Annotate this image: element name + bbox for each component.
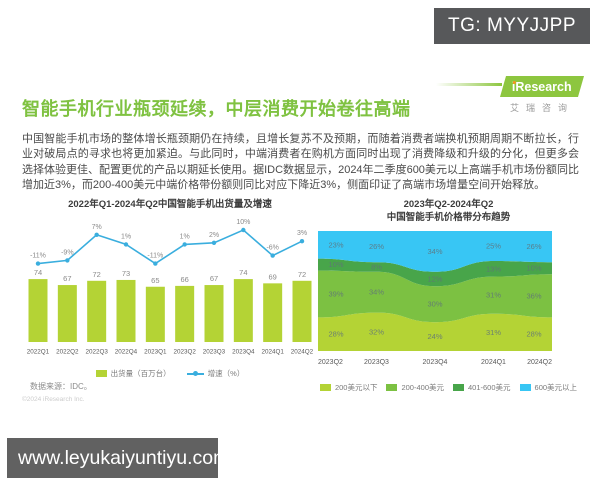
svg-text:2022Q3: 2022Q3 xyxy=(85,349,108,356)
svg-text:1%: 1% xyxy=(121,233,131,240)
price-band-chart-legend: 200美元以下 200-400美元 401-600美元 600美元以上 xyxy=(318,382,579,393)
legend-item: 出货量（百万台） xyxy=(95,368,171,379)
svg-text:67: 67 xyxy=(63,274,71,283)
svg-text:2023Q2: 2023Q2 xyxy=(318,359,343,366)
legend-label: 200美元以下 xyxy=(334,383,378,392)
svg-text:28%: 28% xyxy=(526,330,541,339)
price-band-chart-subtitle: 中国智能手机价格带分布趋势 xyxy=(386,212,511,223)
svg-text:-9%: -9% xyxy=(61,249,73,256)
svg-text:13%: 13% xyxy=(486,264,501,273)
svg-text:-11%: -11% xyxy=(30,253,46,260)
svg-text:65: 65 xyxy=(151,276,159,285)
svg-text:66: 66 xyxy=(180,275,188,284)
svg-text:2023Q4: 2023Q4 xyxy=(423,359,448,366)
charts-row: 2022年Q1-2024年Q2中国智能手机出货量及增速 74 2022Q1 67 20… xyxy=(22,198,579,393)
svg-text:2023Q3: 2023Q3 xyxy=(203,349,226,356)
svg-text:72: 72 xyxy=(298,270,306,279)
legend-label: 出货量（百万台） xyxy=(110,369,171,378)
svg-text:2022Q4: 2022Q4 xyxy=(115,349,138,356)
copyright-note: ©2024 iResearch Inc. xyxy=(22,396,85,403)
logo-band: iResearch xyxy=(499,76,585,97)
svg-text:-6%: -6% xyxy=(266,245,278,252)
svg-text:2%: 2% xyxy=(209,232,219,239)
svg-text:10%: 10% xyxy=(236,219,250,226)
legend-label: 200-400美元 xyxy=(401,383,444,392)
legend-label: 增速（%） xyxy=(207,369,245,378)
svg-text:73: 73 xyxy=(122,269,130,278)
legend-item: 401-600美元 xyxy=(453,382,511,393)
svg-text:2023Q1: 2023Q1 xyxy=(144,349,167,356)
svg-text:23%: 23% xyxy=(328,240,343,249)
svg-text:2022Q2: 2022Q2 xyxy=(56,349,79,356)
legend-swatch-icon xyxy=(519,384,531,391)
svg-text:67: 67 xyxy=(210,274,218,283)
svg-text:2023Q2: 2023Q2 xyxy=(173,349,196,356)
legend-swatch-icon xyxy=(386,384,398,391)
svg-text:69: 69 xyxy=(268,272,276,281)
svg-text:24%: 24% xyxy=(427,332,442,341)
svg-text:1%: 1% xyxy=(180,233,190,240)
shipments-chart-canvas: 74 2022Q1 67 2022Q2 72 2022Q3 73 2022Q4 65 2023Q1… xyxy=(22,214,318,365)
shipments-chart-svg: 74 2022Q1 67 2022Q2 72 2022Q3 73 2022Q4 65 2023Q1… xyxy=(27,219,314,356)
svg-text:10%: 10% xyxy=(526,264,541,273)
svg-text:36%: 36% xyxy=(526,291,541,300)
svg-text:8%: 8% xyxy=(371,263,382,272)
legend-item: 增速（%） xyxy=(186,368,245,379)
svg-text:2022Q1: 2022Q1 xyxy=(27,349,50,356)
price-band-chart-canvas: 28% 32% 24% 31% 28% 39% 34% 30% 31% 36% 10% 8% 12% 13… xyxy=(318,231,579,378)
legend-line-icon xyxy=(186,370,204,378)
svg-text:10%: 10% xyxy=(328,260,343,269)
iresearch-logo: iResearch 艾瑞咨询 xyxy=(499,76,585,114)
legend-item: 200美元以下 xyxy=(319,382,378,393)
telegram-contact-badge: TG: MYYJJPP xyxy=(434,8,590,44)
svg-text:28%: 28% xyxy=(328,330,343,339)
svg-text:72: 72 xyxy=(92,270,100,279)
legend-swatch-icon xyxy=(319,384,331,391)
svg-text:2024Q2: 2024Q2 xyxy=(527,359,552,366)
svg-text:26%: 26% xyxy=(369,242,384,251)
logo-accent-line xyxy=(436,83,502,86)
svg-text:74: 74 xyxy=(34,268,42,277)
legend-swatch-icon xyxy=(453,384,464,391)
svg-text:30%: 30% xyxy=(427,300,442,309)
svg-text:34%: 34% xyxy=(369,288,384,297)
svg-text:26%: 26% xyxy=(526,242,541,251)
logo-subtitle: 艾瑞咨询 xyxy=(509,103,574,113)
shipments-chart: 2022年Q1-2024年Q2中国智能手机出货量及增速 74 2022Q1 67 20… xyxy=(22,198,318,393)
watermark-url: www.leyukaiyuntiyu.com xyxy=(7,438,229,478)
svg-text:32%: 32% xyxy=(369,327,384,336)
legend-swatch-icon xyxy=(95,370,107,377)
logo-rest: Research xyxy=(515,79,572,94)
legend-item: 600美元以上 xyxy=(519,382,578,393)
svg-text:2023Q3: 2023Q3 xyxy=(364,359,389,366)
shipments-chart-legend: 出货量（百万台） 增速（%） xyxy=(22,368,318,379)
svg-text:2024Q2: 2024Q2 xyxy=(291,349,314,356)
svg-text:31%: 31% xyxy=(486,291,501,300)
svg-text:39%: 39% xyxy=(328,290,343,299)
legend-label: 600美元以上 xyxy=(534,383,578,392)
price-band-chart-svg: 28% 32% 24% 31% 28% 39% 34% 30% 31% 36% 10% 8% 12% 13… xyxy=(318,231,552,366)
svg-text:-11%: -11% xyxy=(147,253,163,260)
legend-label: 401-600美元 xyxy=(468,383,511,392)
legend-item: 200-400美元 xyxy=(386,382,444,393)
data-source-note: 数据来源：IDC。 xyxy=(30,382,92,391)
svg-text:25%: 25% xyxy=(486,242,501,251)
body-paragraph: 中国智能手机市场的整体增长瓶颈期仍在持续，且增长复苏不及预期，而随着消费者端换机… xyxy=(22,133,579,192)
svg-text:2023Q4: 2023Q4 xyxy=(232,349,255,356)
page-title: 智能手机行业瓶颈延续，中层消费开始卷往高端 xyxy=(22,99,411,120)
svg-text:12%: 12% xyxy=(427,275,442,284)
price-band-chart: 2023年Q2-2024年Q2 中国智能手机价格带分布趋势 28% 32% 24% 3… xyxy=(318,198,579,393)
svg-text:74: 74 xyxy=(239,268,247,277)
price-band-chart-title: 2023年Q2-2024年Q2 xyxy=(403,199,494,210)
svg-text:2024Q1: 2024Q1 xyxy=(481,359,506,366)
logo-text: iResearch xyxy=(512,80,572,94)
svg-text:7%: 7% xyxy=(92,224,102,231)
shipments-chart-title: 2022年Q1-2024年Q2中国智能手机出货量及增速 xyxy=(68,199,272,210)
svg-text:2024Q1: 2024Q1 xyxy=(261,349,284,356)
svg-text:31%: 31% xyxy=(486,328,501,337)
logo-i-glyph: i xyxy=(512,79,516,94)
svg-text:3%: 3% xyxy=(297,230,307,237)
svg-text:34%: 34% xyxy=(427,247,442,256)
